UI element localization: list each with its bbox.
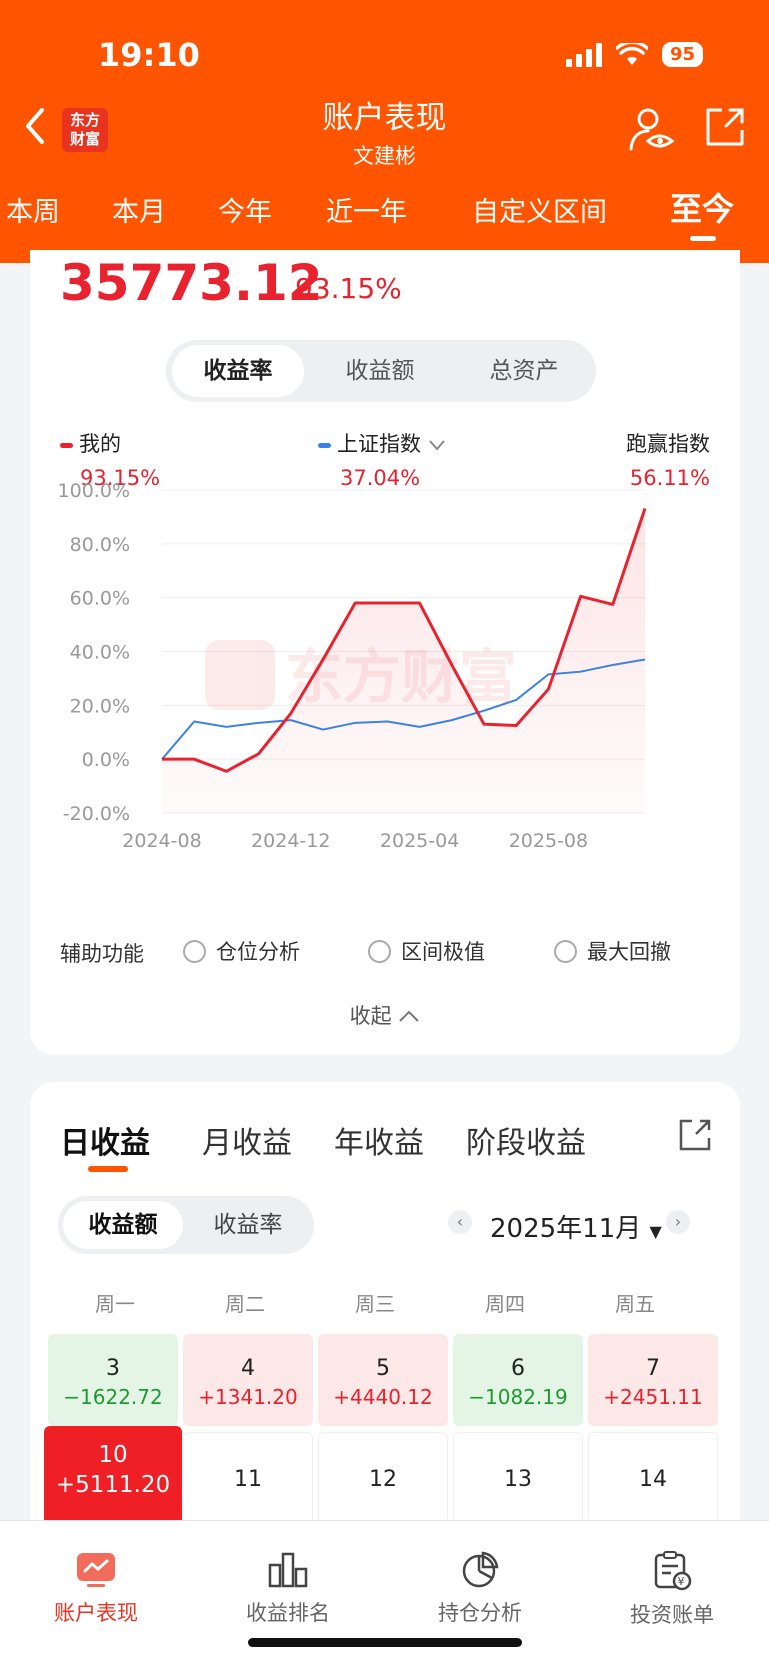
toggle-total-assets[interactable]: 总资产 [489, 358, 559, 384]
total-return-pct: 93.15% [295, 272, 402, 305]
nav-investment-bill[interactable]: ¥ 投资账单 [576, 1551, 768, 1629]
nav-holdings-analysis[interactable]: 持仓分析 [384, 1551, 576, 1627]
calendar-metric-toggle: 收益额 收益率 [58, 1196, 314, 1254]
weekday-header: 周五 [615, 1292, 655, 1316]
tab-daily-profit[interactable]: 日收益 [60, 1126, 150, 1161]
collapse-button[interactable]: 收起 [30, 1000, 740, 1030]
tab-monthly-profit[interactable]: 月收益 [202, 1126, 292, 1161]
weekday-header: 周一 [95, 1292, 135, 1316]
bar-chart-icon [268, 1552, 308, 1588]
tab-stage-profit[interactable]: 阶段收益 [466, 1126, 586, 1161]
bill-icon: ¥ [654, 1551, 692, 1591]
back-button[interactable] [22, 106, 48, 156]
radio-icon [554, 939, 577, 963]
legend-beat-index: 跑赢指数 56.11% [626, 432, 710, 490]
active-tab-indicator [690, 236, 716, 241]
y-tick-label: -20.0% [63, 803, 130, 825]
legend-swatch-index [318, 442, 331, 448]
calendar-day[interactable]: 4 +1341.20 [183, 1334, 313, 1426]
status-time: 19:10 [98, 36, 200, 74]
page-title: 账户表现 [322, 100, 447, 136]
tab-custom-range[interactable]: 自定义区间 [472, 197, 607, 228]
metric-toggle: 收益率 收益额 总资产 [166, 340, 596, 402]
share-icon[interactable] [678, 1118, 712, 1152]
calendar-day[interactable]: 11 [183, 1432, 313, 1524]
battery-indicator: 95 [661, 42, 703, 67]
calendar-day-selected[interactable]: 10 +5111.20 [44, 1426, 182, 1526]
toggle-profit-amount[interactable]: 收益额 [345, 358, 415, 384]
tab-to-date[interactable]: 至今 [670, 190, 735, 228]
nav-account-performance[interactable]: 账户表现 [0, 1551, 192, 1627]
y-tick-label: 80.0% [70, 534, 130, 556]
option-position-analysis[interactable]: 仓位分析 [183, 936, 300, 966]
y-tick-label: 40.0% [70, 642, 130, 664]
wifi-icon [615, 42, 648, 65]
home-indicator [248, 1638, 522, 1647]
month-selector[interactable]: 2025年11月 ▼ [490, 1214, 662, 1244]
tab-this-month[interactable]: 本月 [112, 197, 166, 228]
legend-swatch-mine [60, 442, 73, 448]
chevron-down-icon [428, 440, 445, 451]
aux-label: 辅助功能 [60, 942, 144, 966]
caret-down-icon: ▼ [649, 1222, 662, 1241]
weekday-header: 周二 [225, 1292, 265, 1316]
prev-month-button[interactable]: ‹ [448, 1210, 472, 1234]
pie-chart-icon [462, 1551, 499, 1588]
y-tick-label: 100.0% [58, 480, 130, 502]
total-profit: 35773.12 [60, 254, 323, 312]
calendar-day[interactable]: 14 [588, 1432, 718, 1524]
x-tick-label: 2025-08 [509, 830, 588, 852]
option-max-drawdown[interactable]: 最大回撤 [554, 936, 671, 966]
chevron-up-icon [399, 1010, 420, 1022]
y-tick-label: 0.0% [82, 749, 130, 771]
tab-last-year[interactable]: 近一年 [326, 197, 407, 228]
account-name: 文建彬 [353, 144, 416, 168]
share-icon[interactable] [704, 106, 746, 148]
my-return-line [162, 507, 647, 773]
legend-index[interactable]: 上证指数 37.04% [318, 428, 446, 490]
calendar-day[interactable]: 5 +4440.12 [318, 1334, 448, 1426]
seg-profit-amount[interactable]: 收益额 [63, 1201, 183, 1249]
period-tabs: 本周 本月 今年 近一年 自定义区间 至今 [0, 190, 769, 241]
option-range-extremes[interactable]: 区间极值 [368, 936, 485, 966]
nav-profit-ranking[interactable]: 收益排名 [192, 1551, 384, 1627]
seg-return-rate[interactable]: 收益率 [213, 1212, 283, 1238]
calendar-day[interactable]: 13 [453, 1432, 583, 1524]
tab-this-week[interactable]: 本周 [6, 197, 60, 228]
signal-icon [565, 42, 602, 67]
tab-this-year[interactable]: 今年 [218, 197, 272, 228]
weekday-header: 周四 [485, 1292, 525, 1316]
my-return-area [162, 508, 645, 813]
calendar-day[interactable]: 12 [318, 1432, 448, 1524]
chart-screen-icon [77, 1553, 115, 1587]
radio-icon [183, 939, 206, 963]
toggle-return-rate[interactable]: 收益率 [172, 345, 304, 397]
header: 19:10 95 东方 财富 账户表现 文建彬 本周 本月 今年 近一年 自定义… [0, 0, 769, 263]
calendar-day[interactable]: 3 −1622.72 [48, 1334, 178, 1426]
chevron-left-icon [26, 108, 44, 144]
app-logo: 东方 财富 [62, 108, 108, 152]
calendar-day[interactable]: 7 +2451.11 [588, 1334, 718, 1426]
index-return-line [161, 658, 646, 760]
weekday-header: 周三 [355, 1292, 395, 1316]
status-icons: 95 [565, 42, 703, 67]
x-tick-label: 2024-08 [122, 830, 201, 852]
active-tab-indicator [88, 1166, 128, 1172]
profit-calendar-card: 日收益 月收益 年收益 阶段收益 收益额 收益率 ‹ 2025年11月 ▼ › … [30, 1082, 740, 1542]
x-tick-label: 2024-12 [251, 830, 330, 852]
legend-mine: 我的 93.15% [60, 428, 160, 490]
next-month-button[interactable]: › [666, 1210, 690, 1234]
performance-card: 35773.12 93.15% 收益率 收益额 总资产 我的 93.15% 上证… [30, 250, 740, 1055]
x-tick-label: 2025-04 [380, 830, 459, 852]
calendar-day[interactable]: 6 −1082.19 [453, 1334, 583, 1426]
tab-yearly-profit[interactable]: 年收益 [334, 1126, 424, 1161]
radio-icon [368, 939, 391, 963]
y-tick-label: 60.0% [70, 588, 130, 610]
user-eye-icon[interactable] [628, 106, 676, 152]
svg-text:¥: ¥ [678, 1575, 685, 1588]
y-tick-label: 20.0% [70, 695, 130, 717]
